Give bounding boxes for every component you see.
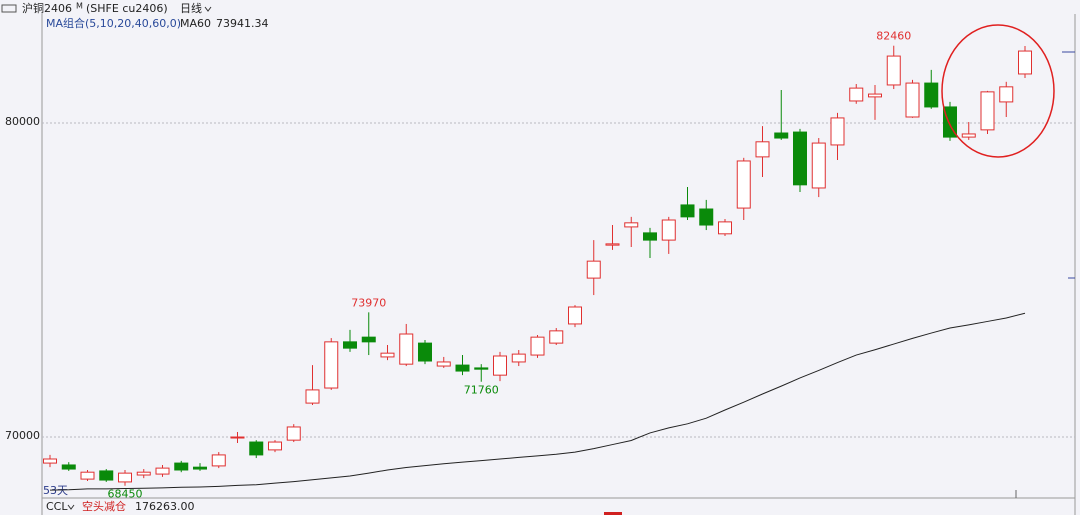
candle-body — [736, 160, 751, 209]
high-label: 82460 — [876, 30, 911, 43]
ma-group: MA组合(5,10,20,40,60,0) — [46, 16, 181, 30]
candle-body — [624, 222, 639, 228]
candle-body — [174, 462, 189, 471]
candle-body — [305, 389, 320, 404]
high-label: 73970 — [351, 296, 386, 309]
y-tick-label: 70000 — [5, 429, 40, 442]
candle-body — [230, 436, 245, 439]
footer-indicator: CCL — [46, 500, 68, 513]
candle-body — [436, 361, 451, 367]
candle-body — [661, 219, 676, 241]
candle-body — [324, 341, 339, 389]
candle-body — [61, 464, 76, 470]
candle-body — [811, 142, 826, 189]
candle-body — [980, 91, 995, 131]
candle-body — [99, 470, 114, 481]
candle-body — [268, 441, 282, 451]
candle-body — [886, 55, 901, 86]
candle-body — [793, 131, 807, 186]
highlight-circle — [941, 24, 1055, 158]
dropdown-icon[interactable] — [204, 6, 212, 12]
low-label: 71760 — [464, 384, 499, 397]
candle-body — [399, 333, 414, 365]
dropdown-icon[interactable] — [67, 504, 75, 510]
ma-name: MA60 — [180, 17, 211, 30]
candle-body — [361, 336, 376, 343]
candle-body — [755, 141, 770, 158]
candle-body — [249, 441, 264, 456]
plot-area: 70000 80000 73970 82460 68450 71760 — [5, 30, 1075, 501]
candle-body — [511, 353, 526, 363]
candle-body — [924, 82, 939, 108]
candle-body — [699, 208, 714, 226]
candle-body — [493, 355, 507, 376]
candle-body — [43, 458, 57, 464]
candle-body — [905, 82, 920, 118]
candle-body — [530, 336, 545, 356]
candle-body — [868, 93, 882, 98]
symbol-mark: M — [76, 2, 83, 11]
candle-body — [380, 352, 395, 358]
ma-value: 73941.34 — [216, 17, 269, 30]
candle-body — [605, 243, 620, 246]
exchange-code: (SHFE cu2406) — [86, 2, 168, 15]
y-tick-label: 80000 — [5, 115, 40, 128]
candle-body — [961, 133, 976, 138]
scroll-marker — [604, 512, 622, 515]
candle-body — [718, 221, 732, 235]
candle-body — [830, 117, 845, 146]
menu-icon[interactable] — [1, 4, 17, 13]
candle-body — [568, 306, 582, 325]
candle-body — [849, 87, 864, 102]
footer-amount: 176263.00 — [135, 500, 195, 513]
candle-body — [418, 342, 432, 362]
low-label: 68450 — [108, 488, 143, 501]
candle-body — [999, 86, 1014, 103]
candle-body — [118, 472, 132, 483]
candle-body — [549, 330, 564, 344]
candle-body — [1018, 50, 1032, 75]
period[interactable]: 日线 — [180, 1, 202, 15]
ma-line — [49, 312, 1026, 491]
candle-body — [643, 232, 657, 241]
symbol: 沪铜2406 — [22, 1, 72, 15]
candle-body — [286, 426, 301, 441]
candle-body — [80, 471, 95, 480]
candle-body — [193, 466, 207, 470]
candle-body — [136, 471, 151, 476]
candle-body — [155, 467, 170, 475]
candle-body — [680, 204, 695, 218]
candle-body — [586, 260, 601, 279]
candle-body — [343, 341, 357, 349]
candle-body — [211, 454, 226, 467]
day-count: 53天 — [43, 484, 68, 497]
candle-body — [474, 367, 489, 370]
candle-body — [774, 132, 789, 139]
candle-body — [455, 364, 470, 372]
footer-signal: 空头减仓 — [82, 499, 126, 513]
